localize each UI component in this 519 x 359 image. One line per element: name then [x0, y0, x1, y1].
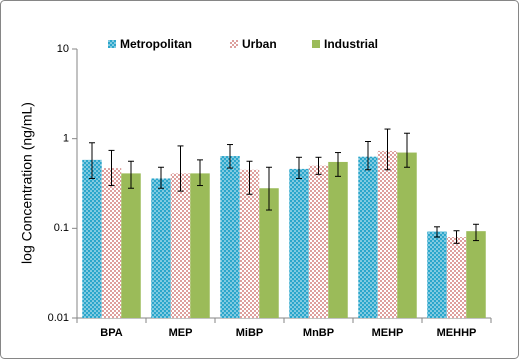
legend-label: Urban: [242, 37, 277, 51]
legend-swatch: [230, 40, 238, 48]
x-tick-label: MEHHP: [437, 327, 477, 339]
x-tick-label: MEP: [169, 327, 193, 339]
bar: [190, 173, 210, 318]
legend-swatch: [312, 40, 320, 48]
y-tick-label: 0.1: [54, 222, 69, 234]
x-tick-label: MiBP: [236, 327, 264, 339]
y-tick-label: 1: [63, 133, 69, 145]
bar: [328, 161, 348, 318]
legend-label: Metropolitan: [120, 37, 192, 51]
x-tick-label: MnBP: [303, 327, 334, 339]
bar: [239, 169, 260, 318]
x-tick-label: MEHP: [372, 327, 404, 339]
bar: [397, 152, 417, 318]
bar: [101, 168, 122, 318]
bar: [82, 159, 102, 318]
bar: [377, 150, 398, 318]
bar: [466, 231, 486, 318]
bar: [427, 231, 447, 318]
y-tick-label: 10: [57, 43, 69, 55]
bar: [289, 168, 309, 318]
y-tick-label: 0.01: [48, 312, 69, 324]
legend-swatch: [108, 40, 116, 48]
bar: [308, 165, 329, 318]
legend-label: Industrial: [324, 37, 378, 51]
bar: [151, 178, 171, 318]
bar: [446, 237, 467, 318]
bar: [121, 173, 141, 318]
y-axis-label: log Concentration (ng/mL): [19, 102, 35, 264]
bar: [220, 156, 240, 318]
bar: [358, 156, 378, 318]
x-tick-label: BPA: [100, 327, 122, 339]
bar: [170, 173, 191, 318]
bar: [259, 188, 279, 318]
